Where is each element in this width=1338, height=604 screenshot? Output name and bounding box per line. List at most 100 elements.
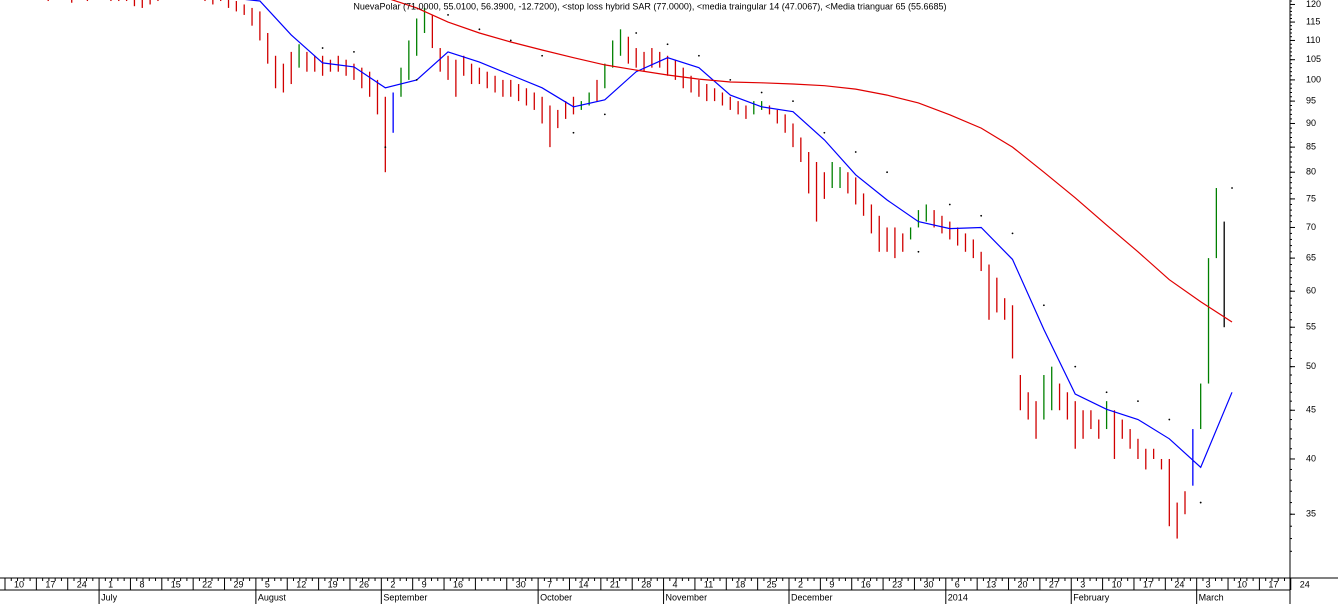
x-tick-label: 6 xyxy=(955,579,960,589)
y-tick-label: 75 xyxy=(1306,193,1316,203)
x-tick-label: 9 xyxy=(422,579,427,589)
x-tick-label: 4 xyxy=(673,579,678,589)
y-tick-label: 50 xyxy=(1306,361,1316,371)
x-tick-label: 20 xyxy=(1018,579,1028,589)
x-tick-label: 21 xyxy=(610,579,620,589)
sar-dot xyxy=(917,250,920,253)
sar-dot xyxy=(760,91,763,94)
y-tick-label: 45 xyxy=(1306,405,1316,415)
sar-dot xyxy=(792,100,794,103)
sar-dot xyxy=(384,146,387,149)
x-tick-label: 29 xyxy=(234,579,244,589)
x-tick-label: 13 xyxy=(986,579,996,589)
x-tick-label: 9 xyxy=(829,579,834,589)
x-tick-label: 30 xyxy=(516,579,526,589)
sar-dot xyxy=(729,78,732,81)
x-tick-label: 11 xyxy=(704,579,713,589)
y-tick-label: 40 xyxy=(1306,453,1316,463)
sar-dot xyxy=(478,28,481,31)
sar-dot xyxy=(1011,232,1014,235)
sar-dot xyxy=(1042,304,1045,307)
y-tick-label: 105 xyxy=(1306,54,1321,64)
y-tick-label: 90 xyxy=(1306,118,1316,128)
y-tick-label: 65 xyxy=(1306,252,1316,262)
sar-dot xyxy=(603,113,606,116)
x-tick-label: 7 xyxy=(547,579,552,589)
sar-dot xyxy=(1199,501,1202,504)
sar-dot xyxy=(572,131,575,134)
y-tick-label: 55 xyxy=(1306,322,1316,332)
sar-dot xyxy=(415,78,418,81)
y-tick-label: 70 xyxy=(1306,222,1316,232)
x-tick-label: 17 xyxy=(1143,579,1153,589)
x-month-label: 2014 xyxy=(948,592,968,602)
sar-dot xyxy=(353,50,355,53)
x-tick-label: 18 xyxy=(735,579,745,589)
sar-dot xyxy=(1105,391,1108,394)
x-tick-label: 12 xyxy=(296,579,306,589)
x-month-label: December xyxy=(791,592,833,602)
x-tick-label: 17 xyxy=(1268,579,1278,589)
sar-dot xyxy=(1074,365,1077,368)
sar-dot xyxy=(1137,400,1139,403)
sar-dot xyxy=(321,47,324,49)
y-tick-label: 110 xyxy=(1306,35,1320,45)
x-tick-label: 25 xyxy=(767,579,777,589)
x-tick-label: 10 xyxy=(1237,579,1247,589)
y-tick-label: 35 xyxy=(1306,509,1316,519)
sar-dot xyxy=(666,43,669,46)
x-month-label: October xyxy=(540,592,572,602)
y-tick-label: 95 xyxy=(1306,95,1316,105)
x-tick-label: 22 xyxy=(202,579,212,589)
x-month-label: September xyxy=(383,592,427,602)
x-tick-label: 23 xyxy=(892,579,902,589)
x-tick-label: 19 xyxy=(328,579,338,589)
x-tick-label: 28 xyxy=(641,579,651,589)
y-tick-label: 80 xyxy=(1306,167,1316,177)
x-tick-label: 24 xyxy=(1300,579,1310,589)
x-tick-label: 8 xyxy=(139,579,144,589)
x-month-label: March xyxy=(1199,592,1224,602)
x-tick-label: 2 xyxy=(798,579,803,589)
x-tick-label: 24 xyxy=(1174,579,1184,589)
y-tick-label: 85 xyxy=(1306,142,1316,152)
x-tick-label: 3 xyxy=(1206,579,1211,589)
x-tick-label: 16 xyxy=(861,579,871,589)
sar-dot xyxy=(1231,187,1233,189)
x-tick-label: 24 xyxy=(77,579,87,589)
sar-dot xyxy=(447,14,449,16)
sar-dot xyxy=(823,131,826,134)
sar-dot xyxy=(698,54,700,57)
x-tick-label: 2 xyxy=(390,579,395,589)
x-month-label: July xyxy=(101,592,118,602)
x-tick-label: 16 xyxy=(453,579,463,589)
chart-title: NuevaPolar (71.0000, 55.0100, 56.3900, -… xyxy=(353,1,946,11)
x-tick-label: 15 xyxy=(171,579,181,589)
x-tick-label: 10 xyxy=(1112,579,1122,589)
moving-average-line xyxy=(390,0,1233,323)
moving-average-line xyxy=(245,0,1233,469)
y-tick-label: 115 xyxy=(1306,16,1320,26)
x-tick-label: 10 xyxy=(14,579,24,589)
y-tick-label: 100 xyxy=(1306,74,1321,84)
sar-dot xyxy=(635,32,638,34)
x-tick-label: 30 xyxy=(923,579,933,589)
x-tick-label: 27 xyxy=(1049,579,1059,589)
x-tick-label: 1 xyxy=(108,579,113,589)
sar-dot xyxy=(980,214,983,217)
y-tick-label: 120 xyxy=(1306,0,1321,9)
sar-dot xyxy=(948,203,951,206)
x-month-label: November xyxy=(666,592,708,602)
plot-area xyxy=(47,0,1233,539)
x-tick-label: 5 xyxy=(265,579,270,589)
sar-dot xyxy=(1168,418,1171,421)
sar-dot xyxy=(541,54,544,57)
sar-dot xyxy=(509,39,512,42)
x-tick-label: 17 xyxy=(45,579,55,589)
x-tick-label: 14 xyxy=(578,579,588,589)
sar-dot xyxy=(886,171,888,174)
x-month-label: February xyxy=(1073,592,1110,602)
